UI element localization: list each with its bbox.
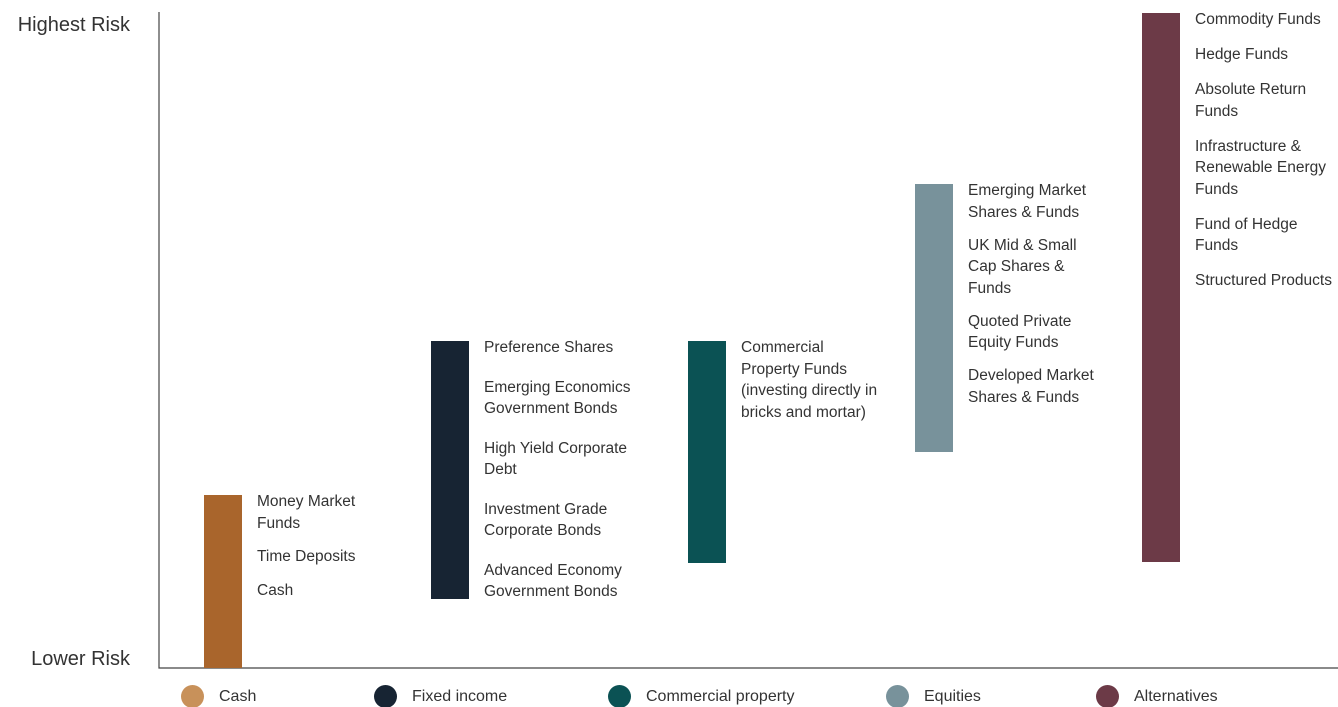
item-label: Money Market Funds [257,493,356,532]
item-label: Commodity Funds [1195,11,1321,28]
bottom-label: Lower Risk [31,648,130,670]
item-label: High Yield Corporate Debt [484,439,628,479]
legend-item: Fixed income [374,685,507,707]
legend-item: Commercial property [608,685,794,707]
item-label: Emerging Economics Government Bonds [484,378,631,418]
top-label: Highest Risk [17,14,130,36]
item-label: Preference Shares [484,339,614,356]
item-list: Commercial Property Funds (investing dir… [741,337,883,423]
bar [915,184,953,452]
bar [431,341,469,599]
item-list: Money Market Funds Time Deposits Cash [257,491,382,601]
item-label: UK Mid & Small Cap Shares & Funds [968,236,1077,297]
item-label: Hedge Funds [1195,46,1289,63]
item-list: Preference Shares Emerging Economics Gove… [484,337,652,603]
legend-dot [1096,685,1119,707]
item-label: Structured Products [1195,272,1332,289]
bar [204,495,242,668]
item-label: Absolute Return Funds [1195,81,1307,120]
item-label: Advanced Economy Government Bonds [484,561,622,601]
legend-label: Cash [219,687,257,705]
item-list: Emerging Market Shares & Funds UK Mid & S… [968,180,1103,408]
item-label: Cash [257,581,294,599]
legend-label: Equities [924,687,981,705]
legend-item: Alternatives [1096,685,1218,707]
item-list: Commodity Funds Hedge Funds Absolute Retur… [1195,9,1338,292]
bar [688,341,726,563]
item-label: Quoted Private Equity Funds [968,312,1072,352]
item-label: Time Deposits [257,548,356,565]
legend-label: Fixed income [412,687,508,705]
item-label: Developed Market Shares & Funds [968,367,1094,406]
legend-dot [886,685,909,707]
legend-item: Cash [181,685,256,707]
legend-label: Alternatives [1134,687,1218,705]
item-label: Investment Grade Corporate Bonds [484,500,608,540]
legend-item: Equities [886,685,981,707]
item-label: Infrastructure & Renewable Energy Funds [1195,137,1326,198]
legend-dot [181,685,204,707]
legend-label: Commercial property [646,687,795,705]
axis-line [158,12,1338,669]
item-label: Commercial Property Funds (investing dir… [741,339,878,421]
item-label: Emerging Market Shares & Funds [968,182,1087,221]
legend-dot [608,685,631,707]
item-label: Fund of Hedge Funds [1195,215,1298,255]
bar [1142,13,1180,562]
legend-dot [374,685,397,707]
